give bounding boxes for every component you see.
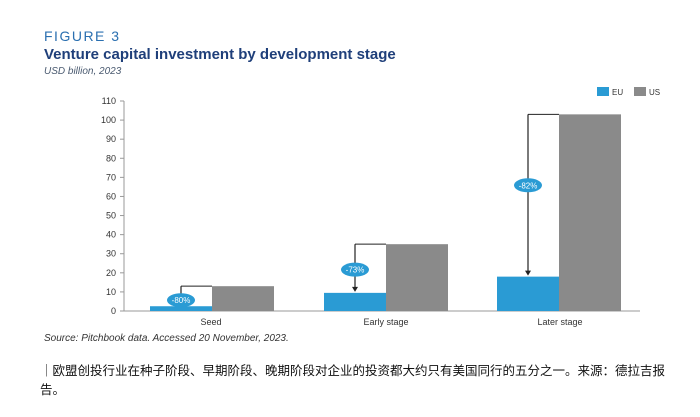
figure-label: FIGURE 3 <box>44 28 121 44</box>
y-tick-label: 90 <box>106 134 116 144</box>
x-category-label: Seed <box>200 317 221 327</box>
y-tick-label: 100 <box>101 115 116 125</box>
legend-us-label: US <box>649 88 660 97</box>
reduction-badge <box>167 293 195 308</box>
caption: ｜欧盟创投行业在种子阶段、早期阶段、晚期阶段对企业的投资都大约只有美国同行的五分… <box>40 363 666 397</box>
y-tick-label: 0 <box>111 306 116 316</box>
bar-eu <box>497 276 559 311</box>
y-tick-label: 30 <box>106 249 116 259</box>
reduction-label: -73% <box>346 266 365 275</box>
y-tick-label: 70 <box>106 172 116 182</box>
reduction-badge <box>514 178 542 193</box>
source-note: Source: Pitchbook data. Accessed 20 Nove… <box>44 333 289 344</box>
x-category-label: Later stage <box>537 317 582 327</box>
y-tick-label: 10 <box>106 287 116 297</box>
chart-title: Venture capital investment by developmen… <box>44 46 396 63</box>
bar-us <box>559 114 621 311</box>
bar-us <box>386 244 448 311</box>
y-tick-label: 40 <box>106 230 116 240</box>
bar-eu <box>150 306 212 311</box>
gap-arrow-head <box>352 286 358 292</box>
legend-eu-label: EU <box>612 88 623 97</box>
reduction-badge <box>341 262 369 277</box>
legend-us-swatch <box>634 87 646 96</box>
bar-eu <box>324 292 386 311</box>
y-tick-label: 50 <box>106 211 116 221</box>
bar-chart: 0 10 20 30 40 50 60 70 80 90 100 110 EU US -80% Seed -73… <box>101 87 660 327</box>
reduction-label: -80% <box>172 296 191 305</box>
reduction-label: -82% <box>519 181 538 190</box>
bar-us <box>212 286 274 311</box>
y-tick-label: 110 <box>102 96 116 106</box>
x-category-label: Early stage <box>363 317 408 327</box>
y-tick-label: 20 <box>106 268 116 278</box>
legend-eu-swatch <box>597 87 609 96</box>
gap-arrow-head <box>525 270 531 276</box>
chart-subtitle: USD billion, 2023 <box>44 66 122 77</box>
y-tick-label: 80 <box>106 153 116 163</box>
y-tick-label: 60 <box>106 191 116 201</box>
